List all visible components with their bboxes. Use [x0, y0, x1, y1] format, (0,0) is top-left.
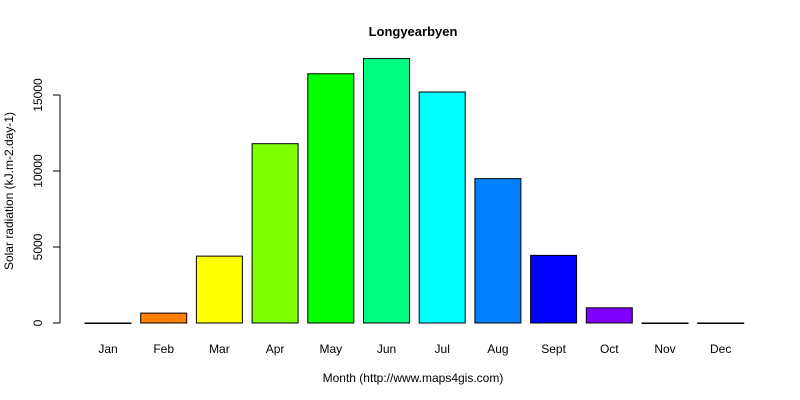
- y-axis: 0 5000 10000 15000: [31, 78, 61, 326]
- bar-jan: [84, 322, 132, 324]
- bar-jul: [418, 91, 466, 324]
- bar-sept: [530, 254, 578, 324]
- y-tick-label: 0: [31, 319, 45, 326]
- x-tick-label: Jun: [377, 342, 396, 356]
- x-tick-label: Apr: [266, 342, 285, 356]
- x-axis-label: Month (http://www.maps4gis.com): [323, 371, 504, 385]
- y-tick-label: 5000: [31, 233, 45, 260]
- y-axis-label: Solar radiation (kJ.m-2.day-1): [2, 112, 16, 270]
- x-tick-labels: Jan Feb Mar Apr May Jun Jul Aug Sept Oct Nov Dec: [98, 342, 731, 356]
- bar-apr: [251, 143, 299, 324]
- bars: [84, 58, 745, 324]
- chart-title: Longyearbyen: [369, 24, 458, 39]
- bar-may: [307, 73, 355, 324]
- x-tick-label: Nov: [654, 342, 675, 356]
- bar-feb: [140, 312, 188, 324]
- y-tick-label: 10000: [31, 154, 45, 188]
- x-tick-label: Jan: [98, 342, 117, 356]
- x-tick-label: Feb: [153, 342, 174, 356]
- y-tick-label: 15000: [31, 78, 45, 112]
- bar-oct: [585, 307, 633, 324]
- bar-jun: [363, 58, 410, 324]
- x-tick-label: May: [319, 342, 342, 356]
- bar-mar: [195, 255, 243, 324]
- x-tick-label: Mar: [209, 342, 230, 356]
- x-tick-label: Oct: [600, 342, 619, 356]
- x-tick-label: Sept: [541, 342, 566, 356]
- bar-dec: [697, 322, 745, 324]
- bar-nov: [641, 322, 689, 324]
- x-tick-label: Dec: [710, 342, 731, 356]
- bar-aug: [474, 178, 522, 324]
- x-tick-label: Aug: [487, 342, 508, 356]
- x-tick-label: Jul: [435, 342, 450, 356]
